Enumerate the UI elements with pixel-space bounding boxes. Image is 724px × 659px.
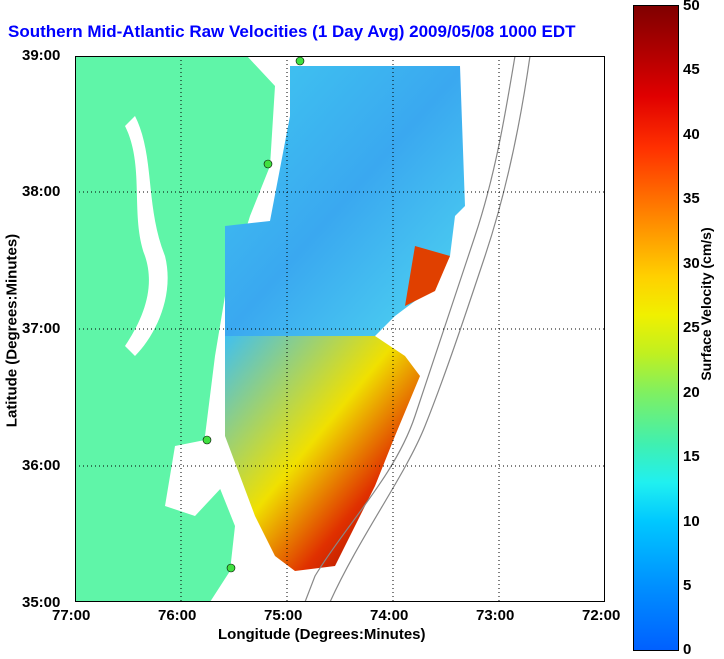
bay: [125, 116, 168, 356]
radar-station-marker: [202, 435, 212, 445]
colorbar-tick: 30: [683, 255, 700, 272]
colorbar-tick: 20: [683, 384, 700, 401]
colorbar-tick: 0: [683, 641, 692, 658]
x-tick-label: 76:00: [158, 607, 197, 624]
colorbar: [633, 5, 679, 651]
velocity-field-south: [225, 336, 420, 571]
colorbar-tick: 5: [683, 577, 692, 594]
radar-station-marker: [263, 159, 273, 169]
plot-border: [75, 56, 605, 602]
y-tick-label: 36:00: [22, 457, 61, 474]
x-axis-label: Longitude (Degrees:Minutes): [218, 626, 426, 643]
colorbar-tick: 40: [683, 126, 700, 143]
colorbar-label: Surface Velocity (cm/s): [698, 227, 714, 381]
sound: [165, 436, 225, 516]
x-tick-label: 77:00: [52, 607, 91, 624]
map-plot-area: [75, 56, 605, 602]
x-tick-label: 72:00: [582, 607, 621, 624]
map-canvas: [75, 56, 605, 602]
x-tick-label: 75:00: [264, 607, 303, 624]
shelf-contour: [329, 56, 531, 602]
map-title: Southern Mid-Atlantic Raw Velocities (1 …: [8, 22, 576, 41]
x-tick-label: 74:00: [370, 607, 409, 624]
radar-station-marker: [226, 563, 236, 573]
colorbar-tick: 35: [683, 190, 700, 207]
colorbar-tick: 25: [683, 319, 700, 336]
colorbar-tick: 45: [683, 61, 700, 78]
y-tick-label: 35:00: [22, 594, 61, 611]
grid: [75, 56, 605, 602]
y-tick-label: 38:00: [22, 183, 61, 200]
colorbar-tick: 50: [683, 0, 700, 14]
shelf-contour: [304, 56, 516, 602]
velocity-field-hotspot: [405, 246, 450, 306]
radar-station-marker: [295, 56, 305, 66]
y-axis-label: Latitude (Degrees:Minutes): [3, 233, 21, 428]
y-tick-label: 39:00: [22, 47, 61, 64]
colorbar-tick: 10: [683, 513, 700, 530]
velocity-field-north: [225, 66, 465, 336]
x-tick-label: 73:00: [476, 607, 515, 624]
colorbar-tick: 15: [683, 448, 700, 465]
y-tick-label: 37:00: [22, 320, 61, 337]
